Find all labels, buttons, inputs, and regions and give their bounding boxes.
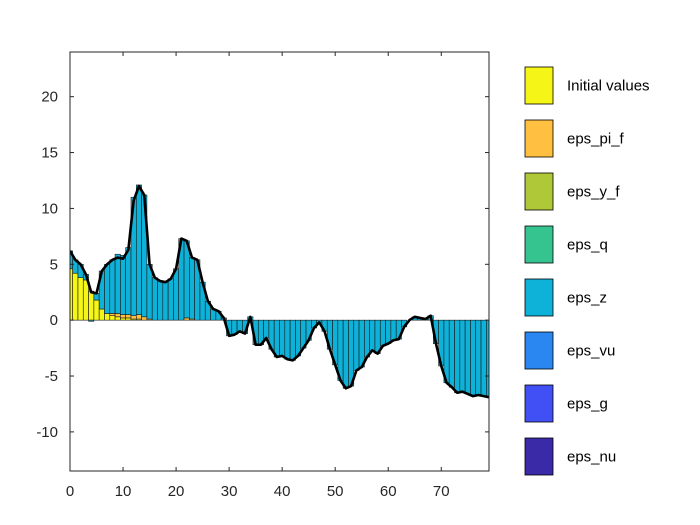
bar-eps-z-72	[448, 319, 455, 388]
bar-eps-z-16	[151, 277, 158, 321]
bar-eps-z-73	[454, 319, 461, 394]
bar-eps-z-77	[475, 319, 482, 396]
bar-eps-z-9	[114, 253, 121, 314]
x-tick-label: 40	[274, 483, 291, 500]
bar-initial-values-3	[82, 279, 89, 321]
legend-swatch-eps-vu	[524, 331, 554, 370]
bar-eps-pi-f-9	[114, 313, 121, 318]
bar-eps-pi-f-12	[130, 315, 137, 320]
bar-eps-z-43	[295, 319, 302, 357]
bar-eps-z-53	[348, 319, 355, 387]
legend-label: eps_z	[567, 290, 607, 307]
bar-initial-values-2	[77, 277, 84, 321]
bar-eps-z-75	[464, 319, 471, 395]
legend-swatch-eps-y-f	[524, 172, 554, 211]
bar-eps-z-32	[236, 319, 243, 332]
bar-eps-z-74	[459, 319, 466, 392]
legend-label: Initial values	[567, 78, 650, 95]
y-tick-label: -5	[45, 368, 58, 385]
plot-frame	[69, 51, 490, 472]
total-line-layer	[70, 184, 489, 399]
legend: Initial values eps_pi_f eps_y_f eps_q eps_ze…	[524, 66, 650, 476]
bar-eps-z-60	[385, 319, 392, 344]
bar-eps-pi-f-8	[109, 313, 116, 316]
bar-eps-z-17	[157, 280, 164, 321]
x-tick-label: 30	[221, 483, 238, 500]
bar-eps-z-8	[109, 259, 116, 314]
legend-swatch-eps-pi-f	[524, 119, 554, 158]
bar-initial-values-6	[98, 308, 105, 321]
y-tick-label: 0	[50, 312, 58, 329]
legend-label: eps_pi_f	[567, 131, 625, 148]
legend-label: eps_nu	[567, 449, 616, 466]
y-tick-label: 20	[41, 89, 58, 106]
bar-initial-values-5	[93, 299, 100, 321]
total-line	[70, 184, 489, 399]
bar-initial-values-10	[120, 317, 126, 321]
bar-eps-pi-f-14	[141, 316, 148, 321]
bar-eps-z-76	[470, 319, 477, 397]
bar-eps-z-52	[342, 319, 349, 389]
x-tick-label: 60	[380, 483, 397, 500]
bar-eps-z-54	[353, 319, 360, 371]
legend-label: eps_q	[567, 237, 608, 254]
bar-initial-values-1	[72, 272, 79, 321]
legend-swatch-eps-g	[524, 384, 554, 423]
bar-eps-z-4	[88, 319, 95, 322]
bar-eps-z-23	[189, 257, 195, 320]
bar-eps-z-39	[273, 319, 280, 358]
bar-eps-z-79	[486, 319, 489, 398]
bar-eps-pi-f-11	[125, 314, 132, 319]
legend-label: eps_vu	[567, 343, 615, 360]
y-tick-label: 5	[50, 256, 58, 273]
x-tick-label: 70	[433, 483, 450, 500]
bar-eps-z-61	[390, 319, 397, 341]
bar-initial-values-7	[104, 313, 111, 321]
bar-eps-pi-f-13	[135, 314, 142, 320]
bar-initial-values-4	[88, 290, 95, 321]
x-tick-label: 10	[115, 483, 132, 500]
y-tick-label: -10	[36, 424, 58, 441]
legend-swatch-eps-nu	[524, 437, 554, 476]
legend-swatch-eps-z	[524, 278, 554, 317]
bar-eps-z-19	[167, 278, 174, 321]
bar-initial-values-11	[125, 317, 132, 321]
legend-label: eps_g	[567, 396, 608, 413]
bar-eps-z-40	[279, 319, 286, 357]
bar-eps-z-59	[379, 319, 386, 347]
bar-eps-z-11	[125, 247, 132, 315]
bar-eps-z-78	[480, 319, 487, 397]
legend-label: eps_y_f	[567, 184, 620, 201]
bar-eps-z-41	[284, 319, 291, 360]
bar-initial-values-8	[109, 315, 116, 321]
y-tick-label: 10	[41, 200, 58, 217]
bar-eps-z-18	[162, 281, 169, 321]
bar-eps-z-56	[364, 319, 370, 358]
bar-eps-z-55	[358, 319, 365, 368]
x-tick-label: 20	[168, 483, 185, 500]
bar-eps-z-22	[183, 240, 190, 319]
bar-eps-z-42	[289, 319, 296, 361]
bar-initial-values-9	[114, 316, 121, 321]
bar-eps-z-10	[120, 255, 126, 315]
bar-eps-pi-f-10	[120, 314, 126, 319]
bar-eps-z-57	[369, 319, 376, 351]
x-tick-label: 50	[327, 483, 344, 500]
legend-swatch-eps-q	[524, 225, 554, 264]
bar-eps-z-20	[173, 268, 180, 321]
axes-layer: 0 10 20 30 40 50 60 70 -10 -5 0 5 10 15 20	[36, 52, 489, 500]
x-tick-label: 0	[66, 483, 74, 500]
y-tick-label: 15	[41, 145, 58, 162]
legend-swatch-initial-values	[524, 66, 554, 105]
bar-eps-pi-f-22	[183, 317, 190, 321]
bar-eps-z-13	[135, 184, 142, 315]
bar-eps-z-37	[263, 319, 270, 339]
bar-eps-z-7	[104, 263, 111, 314]
